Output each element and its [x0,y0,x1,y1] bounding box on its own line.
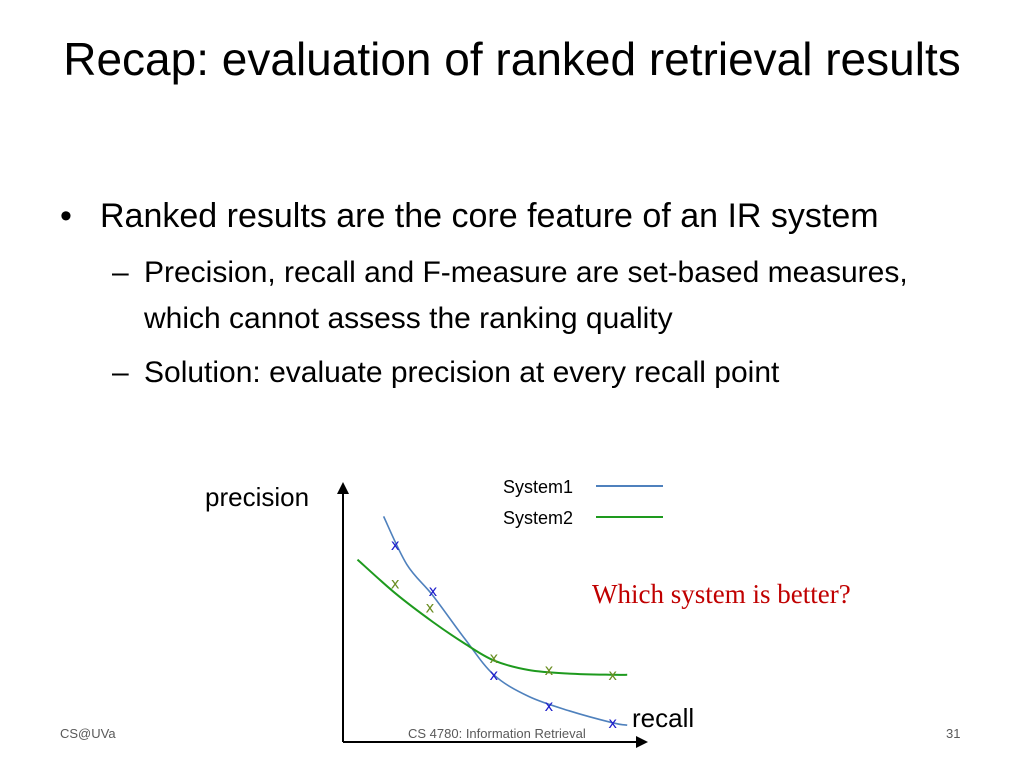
legend-label-system1: System1 [503,477,573,497]
sub-bullet-item: – Precision, recall and F-measure are se… [60,250,980,342]
page-number: 31 [946,726,961,741]
footer-left: CS@UVa [60,726,116,741]
data-point-marker: x [489,666,498,684]
sub-bullet-text: Solution: evaluate precision at every re… [144,356,780,389]
dash-icon: – [112,256,129,289]
data-point-marker: x [544,661,553,679]
y-axis-label: precision [205,482,309,512]
bullet-list: • Ranked results are the core feature of… [60,190,980,396]
legend-label-system2: System2 [503,508,573,528]
data-point-marker: x [391,536,400,554]
sub-bullet-text: Precision, recall and F-measure are set-… [144,256,908,335]
data-point-marker: x [544,697,553,715]
series-line-system2 [356,558,628,676]
data-point-marker: x [608,666,617,684]
data-point-marker: x [608,714,617,732]
footer-center: CS 4780: Information Retrieval [408,726,586,741]
bullet-text: Ranked results are the core feature of a… [100,197,879,235]
data-point-marker: x [489,649,498,667]
sub-bullet-item: – Solution: evaluate precision at every … [60,350,980,396]
bullet-item: • Ranked results are the core feature of… [60,190,980,242]
data-point-marker: x [391,575,400,593]
series-line-system1 [382,516,628,726]
bullet-dot-icon: • [60,197,72,235]
data-point-marker: x [428,582,437,600]
data-point-marker: x [426,599,435,617]
x-axis-label: recall [632,703,694,733]
dash-icon: – [112,356,129,389]
slide-title: Recap: evaluation of ranked retrieval re… [63,33,961,85]
question-text: Which system is better? [592,579,851,609]
